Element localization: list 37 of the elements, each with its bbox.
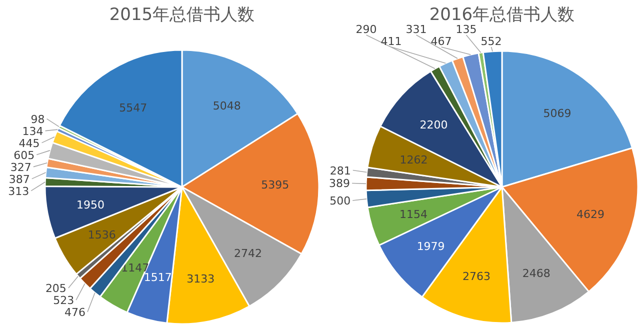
data-label: 2200 — [420, 118, 448, 132]
data-label: 552 — [480, 35, 502, 48]
data-label: 523 — [53, 294, 74, 308]
chart-title: 2016年总借书人数 — [429, 5, 575, 25]
data-label: 2763 — [462, 270, 490, 283]
data-label: 205 — [45, 282, 66, 296]
data-label: 331 — [406, 23, 427, 36]
data-label: 1950 — [76, 198, 104, 212]
data-label: 1536 — [88, 228, 116, 242]
data-label: 411 — [380, 35, 402, 48]
data-label: 313 — [8, 184, 30, 198]
data-label: 327 — [10, 160, 32, 174]
data-label: 290 — [356, 23, 377, 36]
data-label: 135 — [456, 23, 477, 36]
data-label: 281 — [330, 164, 351, 178]
data-label: 134 — [22, 124, 44, 138]
data-label: 5547 — [119, 102, 148, 115]
data-label: 5069 — [543, 106, 572, 120]
data-label: 1262 — [400, 153, 428, 166]
data-label: 387 — [8, 172, 30, 186]
data-label: 1979 — [416, 240, 445, 254]
data-label: 5048 — [212, 99, 241, 112]
data-label: 605 — [14, 148, 35, 162]
data-label: 4629 — [576, 208, 605, 221]
data-label: 2742 — [234, 246, 262, 260]
data-label: 3133 — [186, 272, 215, 286]
data-label: 5395 — [261, 178, 290, 192]
chart-title: 2015年总借书人数 — [109, 5, 255, 25]
data-label: 467 — [430, 35, 452, 48]
data-label: 445 — [18, 136, 40, 150]
data-label: 1154 — [400, 208, 428, 222]
data-label: 1517 — [144, 270, 172, 284]
data-label: 98 — [30, 112, 45, 126]
data-label: 476 — [64, 306, 86, 320]
data-label: 2468 — [522, 266, 550, 280]
data-label: 389 — [329, 177, 350, 190]
data-label: 500 — [330, 194, 351, 208]
